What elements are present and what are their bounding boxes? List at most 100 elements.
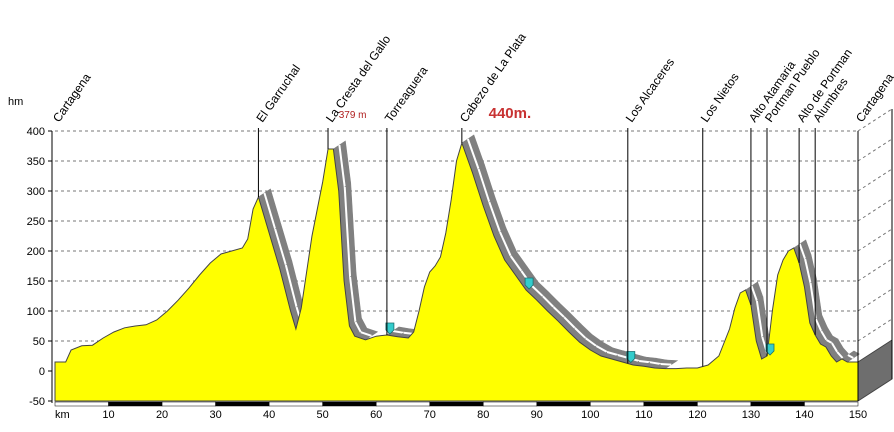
km-bar-segment (643, 401, 698, 407)
slope-highlight (563, 316, 576, 329)
checkpoint-marker (626, 351, 636, 364)
slope-ribbons (258, 134, 860, 369)
slope-highlight (360, 331, 372, 337)
x-tick-label: 10 (102, 409, 114, 421)
slope-highlight (606, 351, 619, 356)
x-tick-label: 90 (531, 409, 543, 421)
slope-highlight (804, 258, 812, 284)
elevation-area (54, 141, 859, 402)
axis-3d-face (857, 108, 893, 402)
km-bar-segment (268, 401, 323, 407)
km-bar-segment (54, 401, 109, 407)
km-bar-segment (108, 401, 163, 407)
slope-highlight (585, 337, 597, 347)
slope-highlight (649, 361, 661, 365)
slope-highlight (392, 330, 404, 334)
slope-highlight (349, 276, 357, 323)
slope-highlight (263, 192, 277, 230)
gridline-3d (857, 258, 893, 282)
tick-labels: -50 0 50 100 150 200 250 300 350 400 10 20 30 40 50 60 7… (27, 126, 868, 421)
peak-label: 440m. (489, 105, 532, 122)
km-bar-segment (697, 401, 752, 407)
slope-highlight (338, 144, 346, 188)
slope-highlight (755, 300, 764, 338)
slope-highlight (826, 339, 833, 344)
y-tick-label: 0 (39, 366, 45, 378)
checkpoint-marker (524, 277, 534, 290)
y-tick-label: 200 (27, 246, 45, 258)
km-bar-segment (375, 401, 430, 407)
x-tick-label: 110 (635, 409, 653, 421)
checkpoint-markers (385, 277, 775, 364)
slope-highlight (531, 285, 544, 297)
axis-3d-face (857, 339, 893, 402)
axes (51, 131, 859, 407)
x-tick-label: 150 (849, 409, 867, 421)
gridline-3d (857, 228, 893, 252)
slope-highlight (466, 138, 480, 170)
y-tick-label: 50 (33, 336, 45, 348)
km-bar-segment (750, 401, 805, 407)
km-bar-segment (429, 401, 484, 407)
slope-highlight (542, 295, 555, 308)
slope-highlight (499, 231, 512, 257)
slope-highlight (552, 306, 565, 318)
slope-highlight (836, 351, 844, 359)
slope-highlight (831, 342, 839, 353)
slope-highlight (284, 264, 298, 308)
slope-highlight (488, 201, 501, 233)
y-tick-label: 350 (27, 156, 45, 168)
slope-highlight (798, 243, 807, 260)
slope-highlight (274, 228, 287, 266)
x-tick-label: 50 (317, 409, 329, 421)
x-tick-label: 130 (742, 409, 760, 421)
x-tick-label: 20 (156, 409, 168, 421)
gridline-3d (857, 318, 893, 342)
gridline-3d (857, 198, 893, 222)
y-axis-label: hm (8, 96, 23, 108)
x-tick-label: 40 (263, 409, 275, 421)
km-bar-segment (161, 401, 216, 407)
gridline-3d (857, 108, 893, 132)
place-label: Cartagena (50, 71, 94, 125)
place-label: Los Alcaceres (623, 55, 677, 124)
slope-highlight (595, 345, 608, 353)
slope-highlight (574, 327, 587, 339)
x-tick-label: 120 (688, 409, 706, 421)
km-bar-segment (804, 401, 859, 407)
x-tick-label: 140 (795, 409, 813, 421)
km-bar-segment (483, 401, 538, 407)
gridline-3d (857, 288, 893, 312)
slope-highlight (660, 363, 672, 366)
place-label: Torreaguera (382, 63, 431, 124)
y-tick-label: 300 (27, 186, 45, 198)
checkpoint-marker (765, 343, 775, 356)
place-label: El Garruchal (253, 62, 303, 125)
slope-highlight (477, 168, 491, 203)
km-bar-segment (322, 401, 377, 407)
x-axis-label: km (55, 409, 70, 421)
km-bar-segment (215, 401, 270, 407)
slope-highlight (814, 318, 823, 332)
checkpoint-marker (385, 322, 395, 335)
y-tick-label: -50 (29, 396, 45, 408)
peak-label: 379 m (339, 110, 367, 121)
slope-highlight (354, 321, 362, 333)
gridline-3d (857, 168, 893, 192)
x-tick-label: 30 (209, 409, 221, 421)
place-label: Los Nietos (698, 70, 742, 124)
gridline-3d (857, 138, 893, 162)
y-tick-label: 400 (27, 126, 45, 138)
x-tick-label: 80 (477, 409, 489, 421)
slope-highlight (750, 285, 758, 302)
slope-highlight (639, 360, 650, 364)
slope-highlight (820, 330, 828, 341)
y-tick-label: 150 (27, 276, 45, 288)
y-tick-label: 250 (27, 216, 45, 228)
km-bar-segment (590, 401, 645, 407)
x-tick-label: 70 (424, 409, 436, 421)
y-tick-label: 100 (27, 306, 45, 318)
slope-highlight (343, 186, 352, 278)
x-tick-label: 60 (370, 409, 382, 421)
